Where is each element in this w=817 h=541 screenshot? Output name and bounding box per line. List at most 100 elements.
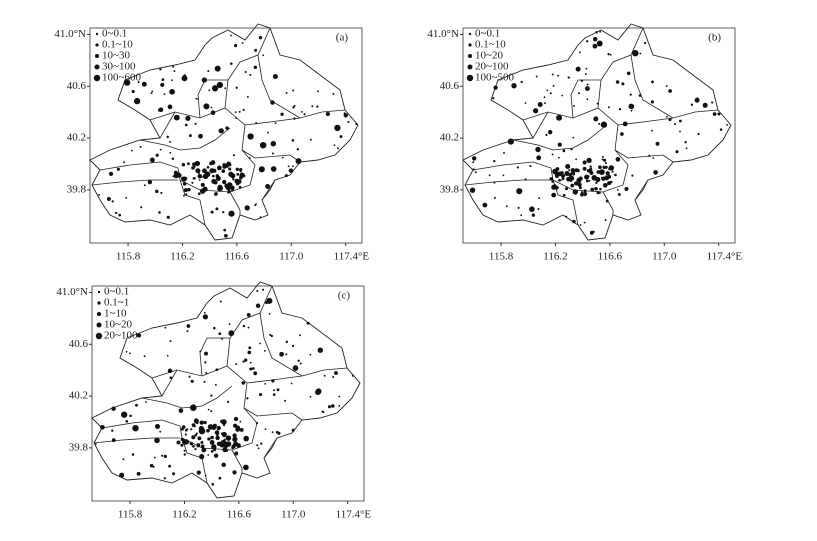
station-dot — [679, 119, 682, 123]
station-dot — [247, 133, 254, 140]
station-dot — [187, 162, 190, 166]
station-dot — [626, 71, 631, 76]
station-dot — [194, 433, 198, 437]
station-dot — [531, 213, 536, 217]
station-dot — [246, 95, 249, 98]
station-dot — [503, 151, 505, 154]
station-dot — [223, 181, 226, 185]
station-dot — [210, 410, 213, 413]
station-dot — [592, 43, 598, 49]
legend-dot — [96, 322, 102, 328]
station-dot — [557, 74, 559, 77]
station-dot — [578, 186, 582, 190]
station-dot — [576, 168, 580, 173]
station-dot — [598, 165, 602, 170]
station-dot — [287, 165, 290, 168]
station-dot — [596, 170, 601, 174]
station-dot — [183, 453, 187, 456]
station-dot — [204, 361, 207, 364]
station-dot — [516, 166, 519, 169]
station-dot — [549, 177, 554, 181]
station-dot — [339, 135, 343, 139]
station-dot — [184, 433, 187, 436]
station-dot — [125, 419, 129, 423]
legend-label: 30~100 — [102, 61, 136, 73]
station-dot — [507, 138, 514, 145]
legend-dot — [97, 290, 101, 294]
station-dot — [502, 174, 505, 177]
station-dot — [186, 428, 189, 431]
station-dot — [570, 148, 573, 151]
x-tick-label: 116.2 — [170, 251, 194, 263]
station-dot — [167, 104, 173, 110]
station-dot — [205, 372, 208, 374]
station-dot — [182, 181, 187, 186]
station-dot — [529, 165, 532, 168]
station-dot — [221, 431, 227, 438]
station-dot — [601, 156, 604, 158]
map-frame — [89, 27, 363, 244]
station-dot — [259, 141, 267, 149]
station-dot — [242, 108, 245, 112]
station-dot — [262, 54, 265, 57]
x-tick-label: 116.2 — [543, 251, 567, 263]
station-dot — [158, 211, 161, 214]
station-dot — [160, 82, 165, 87]
station-dot — [665, 85, 668, 87]
station-dot — [602, 165, 606, 169]
station-dot — [263, 349, 266, 352]
station-dot — [108, 171, 114, 177]
station-dot — [184, 123, 188, 127]
station-dot — [493, 181, 496, 184]
station-dot — [176, 440, 181, 445]
station-dot — [675, 150, 679, 154]
station-dot — [309, 395, 312, 398]
station-dot — [181, 425, 186, 429]
station-dot — [187, 187, 191, 192]
station-dot — [235, 363, 238, 366]
station-dot — [118, 213, 122, 217]
station-dot — [697, 132, 700, 136]
station-dot — [615, 80, 620, 84]
station-dot — [602, 182, 608, 188]
station-dot — [297, 359, 300, 362]
station-dot — [255, 122, 258, 124]
station-dot — [599, 30, 602, 33]
station-dot — [119, 472, 125, 478]
x-tick-label: 116.2 — [172, 509, 196, 521]
district-boundary — [243, 382, 303, 421]
y-tick-label: 39.8 — [69, 441, 89, 453]
station-dot — [239, 168, 243, 172]
station-dot — [628, 103, 635, 110]
station-dot — [169, 376, 173, 380]
station-dot — [171, 157, 175, 161]
station-dot — [280, 112, 284, 116]
station-dot — [589, 170, 594, 175]
station-dot — [632, 49, 639, 57]
legend-dot — [468, 54, 472, 58]
station-dot — [140, 206, 143, 209]
station-dot — [197, 436, 202, 441]
station-dot — [155, 153, 159, 157]
station-dot — [171, 79, 173, 82]
station-dot — [215, 174, 220, 178]
station-dot — [309, 353, 312, 356]
station-dot — [236, 173, 240, 176]
station-dot — [214, 430, 220, 435]
region-outline — [89, 23, 359, 241]
station-dot — [536, 155, 542, 161]
district-boundary — [570, 79, 601, 119]
district-boundary — [91, 179, 178, 186]
station-dot — [210, 394, 213, 397]
station-dot — [520, 80, 523, 84]
station-dot — [207, 424, 214, 430]
district-boundary — [259, 312, 303, 377]
station-dot — [215, 435, 220, 441]
station-dot — [334, 124, 341, 132]
station-dot — [270, 100, 275, 105]
station-dot — [648, 154, 651, 157]
station-dot — [596, 190, 600, 195]
station-dot — [544, 102, 546, 105]
station-dot — [488, 174, 491, 177]
station-dot — [493, 196, 496, 199]
